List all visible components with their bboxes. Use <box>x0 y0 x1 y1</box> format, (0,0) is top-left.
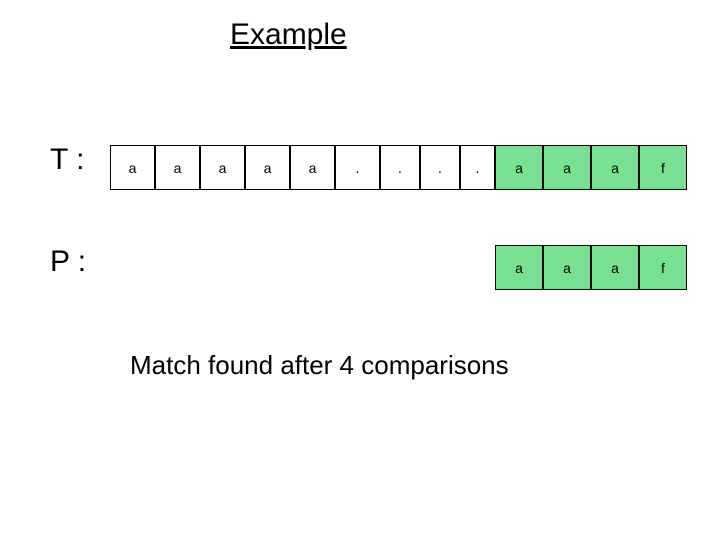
cell-T-3: a <box>245 145 290 190</box>
cell-T-7: . <box>420 145 460 190</box>
cell-T-9: a <box>495 145 543 190</box>
slide-title: Example <box>230 18 347 52</box>
cell-P-1: a <box>543 245 591 290</box>
cell-T-10: a <box>543 145 591 190</box>
cell-T-2: a <box>200 145 245 190</box>
cell-T-1: a <box>155 145 200 190</box>
cell-T-6: . <box>380 145 420 190</box>
cell-T-11: a <box>591 145 639 190</box>
cell-P-0: a <box>495 245 543 290</box>
label-P: P : <box>50 245 86 279</box>
cell-T-4: a <box>290 145 335 190</box>
cell-T-0: a <box>110 145 155 190</box>
label-T: T : <box>50 143 84 177</box>
cell-T-5: . <box>335 145 380 190</box>
caption-text: Match found after 4 comparisons <box>130 350 509 381</box>
cell-P-2: a <box>591 245 639 290</box>
cell-T-8: . <box>460 145 495 190</box>
cell-P-3: f <box>639 245 687 290</box>
cell-T-12: f <box>639 145 687 190</box>
